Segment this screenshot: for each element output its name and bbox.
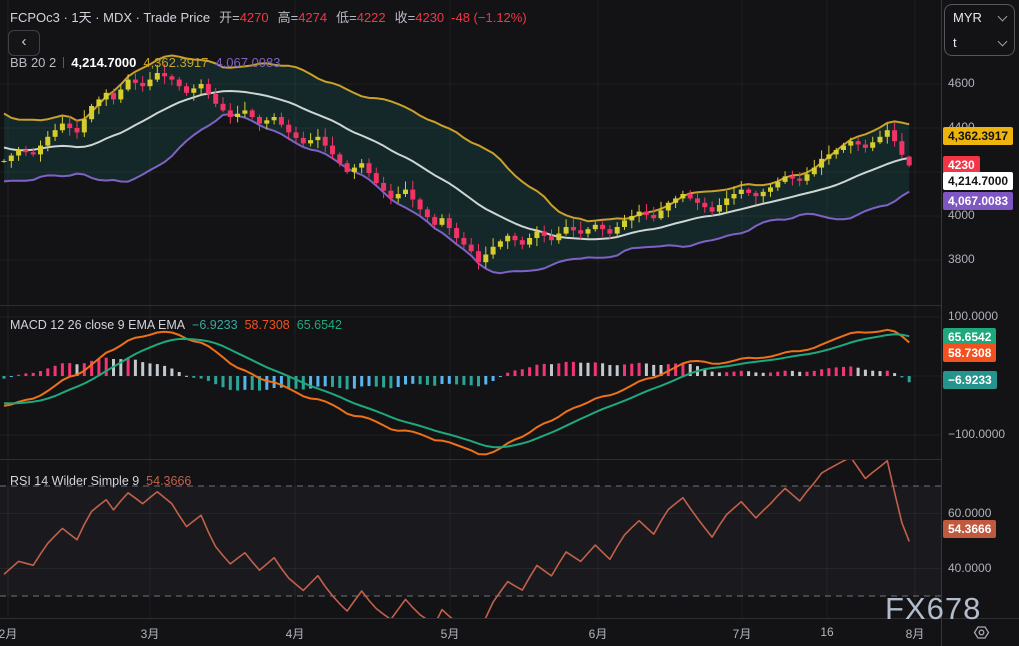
bb-lower-value: 4,067.0083 [215,55,281,70]
symbol-header: FCPOc3 · 1天 · MDX · Trade Price 开=4270 高=4… [10,7,527,26]
symbol-title[interactable]: FCPOc3 · 1天 · MDX · Trade Price [10,10,211,25]
bb-upper-value: 4,362.3917 [143,55,209,70]
axis-tick-label: 60.0000 [948,505,992,520]
unit-selector[interactable]: t [945,30,1014,55]
unit-label: t [953,35,957,50]
rsi-pane-canvas[interactable] [0,460,941,618]
axis-tick-label: −100.0000 [948,427,1006,441]
macd-hist-value: −6.9233 [192,318,238,332]
price-change: -48 (−1.12%) [451,10,527,25]
rsi-legend-title: RSI 14 Wilder Simple 9 [10,474,140,488]
time-tick-label: 8月 [905,627,925,641]
price-badge: 4,214.7000 [943,172,1014,191]
macd-histogram[interactable] [2,357,911,391]
time-axis-divider [0,618,1019,619]
axis-tick-label: 4000 [948,208,975,222]
watermark: FX678 [885,591,982,626]
macd-line-value: 58.7308 [244,318,290,332]
scale-settings-box: MYR t [944,4,1015,56]
time-tick-label: 5月 [440,627,460,641]
axis-tick-label: 3800 [948,252,975,266]
bb-upper-line[interactable] [3,54,910,223]
time-tick-label: 2月 [0,627,18,641]
bb-basis-line[interactable] [3,90,910,241]
bb-lower-line[interactable] [3,113,910,275]
price-badge: 4,362.3917 [943,127,1014,146]
axis-tick-label: 4600 [948,76,975,90]
rsi-value: 54.3666 [146,474,192,488]
price-pane-canvas[interactable] [0,0,941,306]
ohlc-low: 低=4222 [336,10,386,25]
bb-legend[interactable]: BB 20 2 4,214.7000 4,362.3917 4,067.0083 [10,55,288,70]
gear-icon [973,626,990,639]
rsi-line[interactable] [3,460,910,618]
currency-label: MYR [953,10,982,25]
rsi-badge: 54.3666 [943,519,997,538]
axis-tick-label: 40.0000 [948,560,992,575]
back-button[interactable]: ‹ [8,30,40,56]
macd-legend-title: MACD 12 26 close 9 EMA EMA [10,318,186,332]
price-badge: 4,067.0083 [943,192,1014,211]
legend-separator [63,57,65,68]
bb-legend-title: BB 20 2 [10,55,57,70]
ohlc-close: 收=4230 [394,10,445,25]
macd-badge: 58.7308 [943,344,997,363]
macd-line[interactable] [3,328,910,456]
price-axis-line [941,0,942,646]
bb-basis-value: 4,214.7000 [71,55,137,70]
time-axis[interactable]: 2月 3月 4月 5月 6月 7月 16 8月 [0,619,1019,646]
time-tick-label: 16 [820,625,834,639]
macd-signal-line[interactable] [3,333,910,449]
currency-selector[interactable]: MYR [945,5,1014,30]
macd-signal-value: 65.6542 [296,318,342,332]
time-tick-label: 6月 [588,627,608,641]
axis-settings-button[interactable] [972,623,991,646]
time-tick-label: 7月 [732,627,752,641]
macd-badge: −6.9233 [943,371,997,390]
time-tick-label: 4月 [285,627,305,641]
ohlc-high: 高=4274 [277,10,328,25]
price-axis[interactable]: 4600440040003800100.0000−100.000060.0000… [942,0,1019,618]
candles[interactable] [1,64,912,270]
chevron-down-icon [997,11,1008,21]
rsi-legend[interactable]: RSI 14 Wilder Simple 9 54.3666 [10,474,198,488]
macd-legend[interactable]: MACD 12 26 close 9 EMA EMA −6.9233 58.730… [10,318,349,332]
pane-divider[interactable] [0,459,941,460]
macd-badge: 65.6542 [943,328,997,347]
chevron-down-icon [997,36,1008,46]
ohlc-open: 开=4270 [219,10,269,25]
pane-divider[interactable] [0,305,941,306]
axis-tick-label: 100.0000 [948,309,999,323]
price-badge: 4230 [943,156,980,175]
time-tick-label: 3月 [140,627,160,641]
macd-pane-canvas[interactable] [0,306,941,460]
